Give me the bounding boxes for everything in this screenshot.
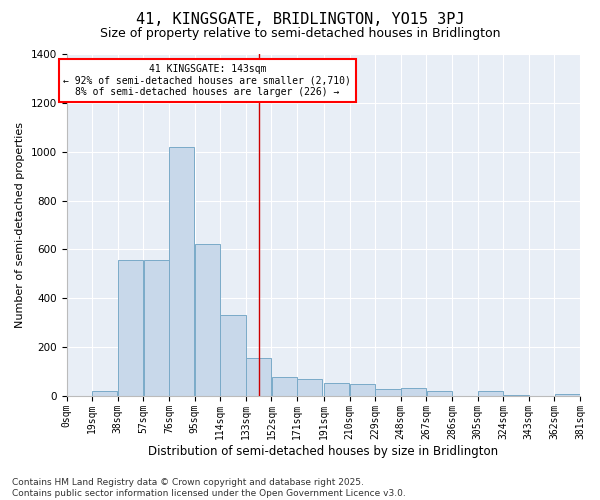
- Text: Contains HM Land Registry data © Crown copyright and database right 2025.
Contai: Contains HM Land Registry data © Crown c…: [12, 478, 406, 498]
- Bar: [324, 382, 349, 396]
- Y-axis label: Number of semi-detached properties: Number of semi-detached properties: [15, 122, 25, 328]
- Bar: [220, 315, 245, 396]
- Text: 41 KINGSGATE: 143sqm
← 92% of semi-detached houses are smaller (2,710)
8% of sem: 41 KINGSGATE: 143sqm ← 92% of semi-detac…: [64, 64, 351, 97]
- Bar: [350, 384, 375, 396]
- Bar: [554, 394, 580, 396]
- Bar: [118, 260, 143, 396]
- Bar: [143, 260, 169, 396]
- Bar: [376, 388, 401, 396]
- Bar: [246, 358, 271, 396]
- Text: Size of property relative to semi-detached houses in Bridlington: Size of property relative to semi-detach…: [100, 28, 500, 40]
- Bar: [272, 376, 297, 396]
- Bar: [478, 391, 503, 396]
- X-axis label: Distribution of semi-detached houses by size in Bridlington: Distribution of semi-detached houses by …: [148, 444, 499, 458]
- Bar: [195, 244, 220, 396]
- Bar: [92, 390, 118, 396]
- Bar: [401, 388, 426, 396]
- Bar: [427, 391, 452, 396]
- Text: 41, KINGSGATE, BRIDLINGTON, YO15 3PJ: 41, KINGSGATE, BRIDLINGTON, YO15 3PJ: [136, 12, 464, 28]
- Bar: [503, 395, 529, 396]
- Bar: [297, 379, 322, 396]
- Bar: [169, 148, 194, 396]
